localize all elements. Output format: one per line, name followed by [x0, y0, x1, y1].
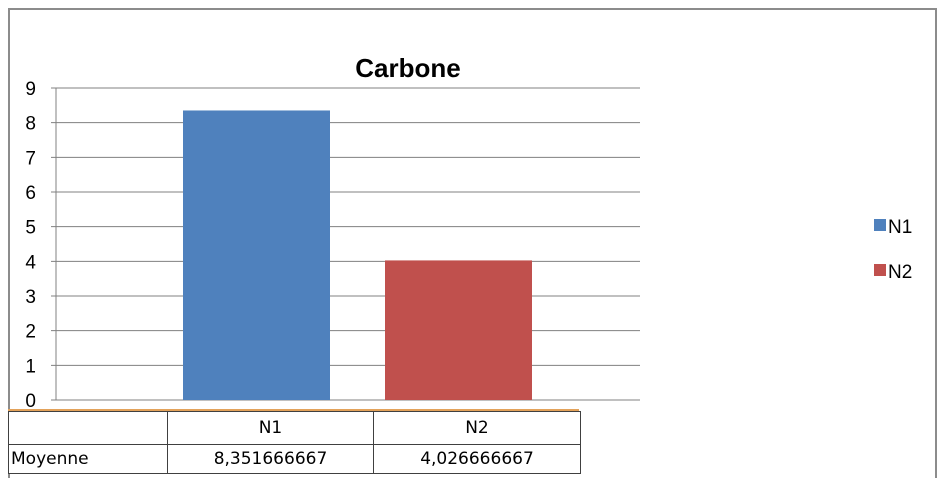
y-tick-label: 1: [25, 356, 36, 377]
table-header-cell: N2: [373, 411, 581, 445]
data-table: N1 N2 Moyenne 8,351666667 4,026666667: [8, 411, 581, 474]
chart-title: Carbone: [355, 53, 460, 83]
table-header-cell: [8, 411, 168, 445]
y-tick-label: 9: [25, 79, 36, 100]
y-tick-label: 4: [25, 252, 36, 273]
y-tick-label: 8: [25, 114, 36, 135]
table-row-label: Moyenne: [8, 444, 168, 474]
bars: [183, 110, 532, 400]
table-row: Moyenne 8,351666667 4,026666667: [8, 444, 581, 474]
y-tick-label: 7: [25, 148, 36, 169]
legend-label-n1: N1: [888, 217, 912, 238]
table-header-row: N1 N2: [8, 411, 581, 445]
y-tick-label: 5: [25, 218, 36, 239]
table-header-cell: N1: [167, 411, 374, 445]
bar-n2: [385, 260, 532, 400]
legend-label-n2: N2: [888, 262, 912, 283]
table-cell: 8,351666667: [167, 444, 374, 474]
y-tick-label: 6: [25, 183, 36, 204]
y-tick-label: 0: [25, 391, 36, 412]
bar-n1: [183, 110, 330, 400]
y-tick-label: 2: [25, 322, 36, 343]
y-axis-ticks: 0 1 2 3 4 5 6 7 8 9: [25, 79, 36, 412]
legend: N1 N2: [874, 217, 912, 283]
legend-swatch-n2: [874, 264, 886, 276]
legend-swatch-n1: [874, 219, 886, 231]
y-tick-label: 3: [25, 287, 36, 308]
table-cell: 4,026666667: [373, 444, 581, 474]
table-accent-line: [8, 409, 579, 411]
gridlines: [51, 87, 640, 401]
